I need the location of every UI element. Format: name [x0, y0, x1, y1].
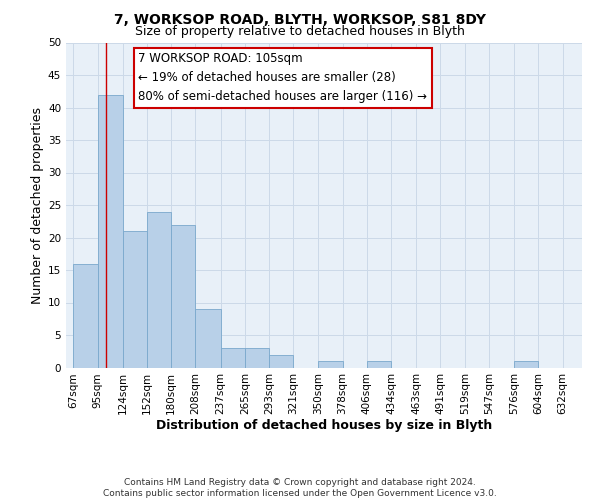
- Bar: [221, 348, 245, 368]
- Text: Contains HM Land Registry data © Crown copyright and database right 2024.
Contai: Contains HM Land Registry data © Crown c…: [103, 478, 497, 498]
- Bar: [73, 264, 98, 368]
- Bar: [171, 224, 196, 368]
- Bar: [367, 361, 391, 368]
- Bar: [245, 348, 269, 368]
- Bar: [122, 231, 147, 368]
- Y-axis label: Number of detached properties: Number of detached properties: [31, 106, 44, 304]
- Bar: [319, 361, 343, 368]
- Text: Size of property relative to detached houses in Blyth: Size of property relative to detached ho…: [135, 25, 465, 38]
- Text: 7, WORKSOP ROAD, BLYTH, WORKSOP, S81 8DY: 7, WORKSOP ROAD, BLYTH, WORKSOP, S81 8DY: [114, 12, 486, 26]
- X-axis label: Distribution of detached houses by size in Blyth: Distribution of detached houses by size …: [156, 418, 492, 432]
- Bar: [514, 361, 538, 368]
- Text: 7 WORKSOP ROAD: 105sqm
← 19% of detached houses are smaller (28)
80% of semi-det: 7 WORKSOP ROAD: 105sqm ← 19% of detached…: [138, 52, 427, 104]
- Bar: [147, 212, 171, 368]
- Bar: [269, 354, 293, 368]
- Bar: [98, 94, 122, 368]
- Bar: [196, 309, 221, 368]
